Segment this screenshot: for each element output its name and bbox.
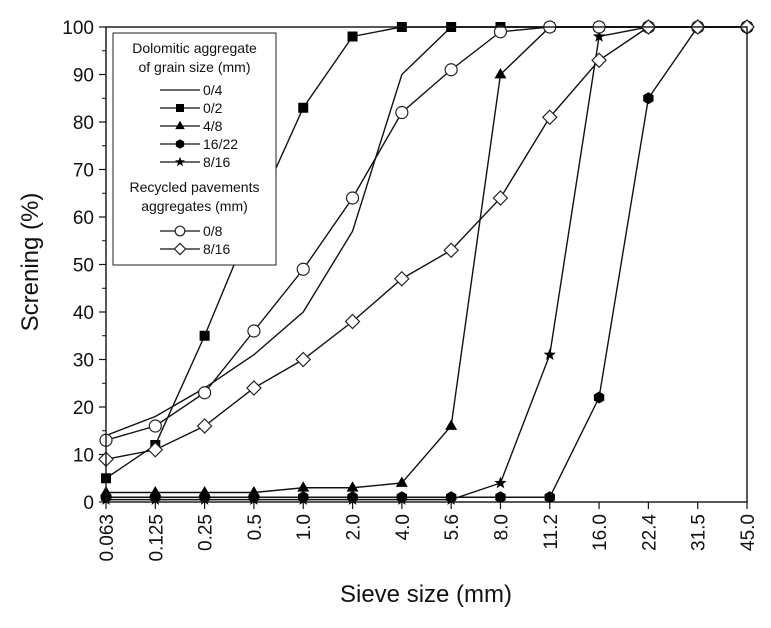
y-tick-label-70: 70 — [73, 161, 94, 182]
legend-label-0-4-g1: 0/4 — [203, 82, 223, 98]
y-tick-label-20: 20 — [73, 398, 94, 419]
legend-marker-8-16-g2 — [173, 242, 187, 256]
y-tick-label-30: 30 — [73, 351, 94, 372]
point-0-8-g2-5-6 — [444, 63, 458, 77]
legend-group1-title-line2: of grain size (mm) — [138, 59, 250, 75]
point-8-16-g2-1-0 — [295, 351, 312, 368]
x-tick-label-2-0: 2.0 — [344, 514, 365, 540]
point-8-16-g1-16-0 — [592, 30, 606, 42]
point-8-16-g2-0-25 — [196, 418, 213, 434]
x-tick-label-45-0: 45.0 — [738, 514, 759, 551]
legend-group2-title-line1: Recycled pavements — [130, 179, 260, 195]
point-8-16-g1-4-0 — [395, 493, 409, 505]
point-8-16-g1-11-2 — [543, 348, 556, 361]
point-8-16-g1-8-0 — [494, 476, 507, 489]
point-16-22-g1-11-2 — [544, 491, 555, 504]
y-tick-label-80: 80 — [73, 113, 94, 134]
legend-label-16-22-g1: 16/22 — [203, 136, 238, 152]
legend-label-8-16-g1: 8/16 — [203, 154, 230, 170]
point-4-8-g1-2-0 — [346, 481, 359, 492]
point-0-8-g2-0-25 — [198, 386, 212, 400]
point-8-16-g2-8-0 — [492, 190, 509, 206]
point-16-22-g1-22-4 — [643, 92, 654, 105]
point-0-2-g1-0-25 — [199, 330, 210, 341]
point-8-16-g1-0-25 — [198, 493, 211, 505]
point-8-16-g1-0-125 — [149, 493, 162, 505]
point-0-8-g2-2-0 — [345, 191, 360, 205]
point-4-8-g1-8-0 — [494, 68, 507, 79]
point-8-16-g2-5-6 — [443, 242, 460, 259]
point-8-16-g2-0-5 — [246, 380, 262, 396]
point-16-22-g1-16-0 — [593, 391, 605, 404]
point-8-16-g2-16-0 — [591, 52, 607, 69]
series-line-8-16-g2 — [105, 26, 747, 460]
point-0-2-g1-2-0 — [347, 31, 358, 42]
point-8-16-g2-2-0 — [344, 313, 361, 330]
x-tick-label-1-0: 1.0 — [294, 514, 315, 540]
x-tick-label-11-2: 11.2 — [541, 514, 562, 550]
x-axis-title: Sieve size (mm) — [340, 581, 512, 608]
legend-label-4-8-g1: 4/8 — [203, 118, 223, 134]
point-0-8-g2-0-125 — [148, 419, 162, 433]
legend-group1-title-line1: Dolomitic aggregate — [132, 40, 257, 56]
y-tick-label-50: 50 — [73, 256, 94, 277]
y-tick-label-0: 0 — [83, 493, 94, 514]
point-8-16-g2-4-0 — [393, 270, 410, 287]
point-0-8-g2-1-0 — [296, 262, 310, 276]
x-tick-label-0-25: 0.25 — [196, 514, 217, 551]
legend-label-0-8-g2: 0/8 — [203, 223, 223, 239]
legend: Dolomitic aggregate of grain size (mm) 0/4… — [112, 32, 277, 266]
x-tick-label-0-5: 0.5 — [245, 514, 266, 540]
legend-group2-title-line2: aggregates (mm) — [141, 198, 248, 214]
point-8-16-g1-2-0 — [346, 493, 359, 505]
x-tick-label-0-063: 0.063 — [97, 514, 118, 562]
y-tick-label-90: 90 — [73, 66, 94, 87]
y-tick-label-100: 100 — [62, 18, 94, 39]
legend-marker-0-8-g2 — [174, 225, 186, 237]
legend-marker-4-8-g1 — [175, 120, 185, 130]
point-8-16-g1-0-5 — [247, 493, 261, 505]
x-tick-label-22-4: 22.4 — [639, 514, 660, 551]
y-tick-label-10: 10 — [73, 446, 94, 467]
x-tick-label-5-6: 5.6 — [442, 514, 463, 540]
legend-label-0-2-g1: 0/2 — [203, 100, 223, 116]
point-8-16-g2-11-2 — [541, 109, 558, 126]
point-0-8-g2-0-5 — [247, 324, 261, 338]
series-line-8-16-g1 — [106, 26, 747, 501]
point-0-8-g2-4-0 — [395, 105, 409, 120]
x-tick-label-31-5: 31.5 — [689, 514, 710, 551]
series-line-16-22-g1 — [106, 26, 747, 498]
y-tick-label-40: 40 — [73, 303, 94, 324]
point-0-8-g2-8-0 — [493, 25, 508, 39]
legend-box — [112, 32, 277, 266]
x-tick-label-8-0: 8.0 — [491, 514, 512, 540]
point-16-22-g1-8-0 — [495, 491, 506, 504]
point-4-8-g1-4-0 — [395, 476, 408, 487]
plot-frame — [105, 26, 748, 503]
legend-label-8-16-g2: 8/16 — [203, 241, 230, 257]
tick-group: 0 10 20 30 40 50 60 70 80 90 100 0.063 0.125 0.25 0.5 1… — [62, 18, 759, 562]
x-tick-label-0-125: 0.125 — [146, 514, 167, 562]
point-8-16-g1-1-0 — [297, 493, 310, 505]
point-4-8-g1-1-0 — [297, 481, 310, 492]
point-8-16-g2-0-125 — [147, 441, 164, 458]
point-4-8-g1-5-6 — [445, 419, 458, 430]
legend-marker-16-22-g1 — [175, 139, 185, 149]
y-tick-label-60: 60 — [73, 208, 94, 229]
legend-marker-0-2-g1 — [176, 104, 184, 112]
point-8-16-g1-5-6 — [444, 493, 458, 505]
legend-marker-8-16-g1 — [175, 156, 185, 167]
x-tick-label-16-0: 16.0 — [590, 514, 611, 551]
y-axis-title: Screning (%) — [17, 193, 44, 332]
point-0-2-g1-1-0 — [298, 102, 309, 113]
x-tick-label-4-0: 4.0 — [393, 514, 414, 540]
